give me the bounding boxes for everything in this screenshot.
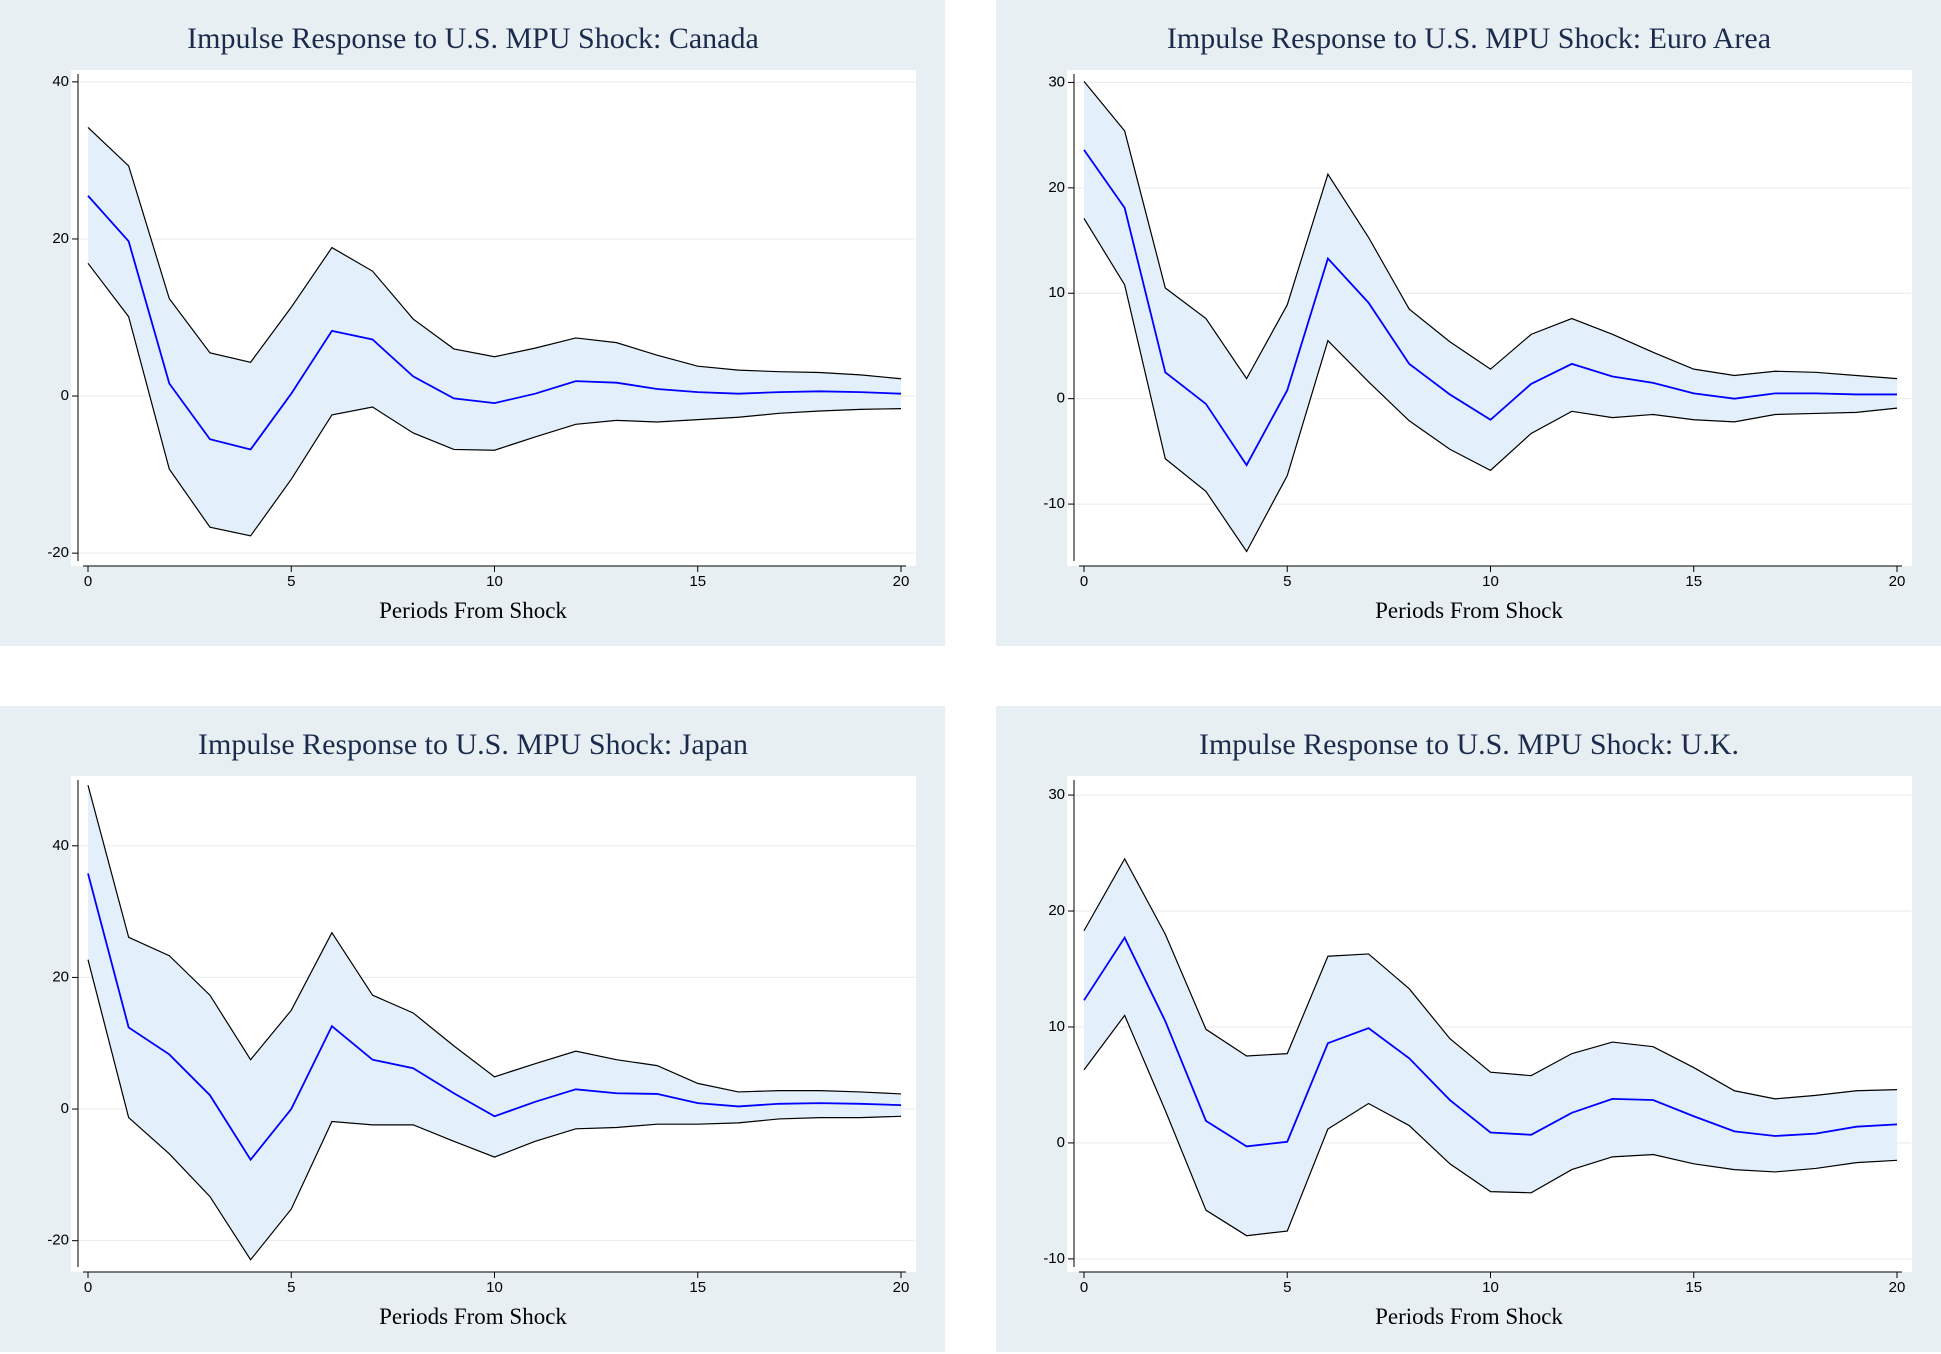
x-tick-label: 0 [84, 1279, 92, 1296]
chart-title: Impulse Response to U.S. MPU Shock: U.K. [1199, 728, 1739, 761]
y-tick-label: 30 [1048, 786, 1065, 803]
upper-bound [87, 785, 902, 1095]
x-tick-label: 0 [84, 573, 92, 590]
lower-bound [1083, 218, 1898, 553]
lower-bound [1083, 1014, 1898, 1237]
confidence-band [88, 127, 901, 536]
x-tick-label: 5 [1283, 573, 1291, 590]
y-tick-label: -10 [1043, 495, 1065, 512]
x-axis-label: Periods From Shock [1375, 1304, 1563, 1329]
y-tick-label: -20 [47, 544, 69, 561]
chart-title: Impulse Response to U.S. MPU Shock: Cana… [187, 22, 759, 55]
y-tick-label: 0 [1057, 1134, 1065, 1151]
y-tick-label: 40 [52, 73, 69, 90]
x-tick-label: 5 [1283, 1279, 1291, 1296]
x-axis-label: Periods From Shock [379, 1304, 567, 1329]
panel: Impulse Response to U.S. MPU Shock: Cana… [0, 0, 945, 646]
x-tick-label: 0 [1080, 573, 1088, 590]
x-tick-label: 5 [287, 1279, 295, 1296]
y-tick-label: 40 [52, 837, 69, 854]
y-tick-label: 20 [52, 968, 69, 985]
response-line [87, 873, 902, 1162]
x-tick-label: 10 [486, 573, 503, 590]
x-tick-label: 20 [893, 573, 910, 590]
panel: Impulse Response to U.S. MPU Shock: U.K.… [996, 706, 1941, 1352]
x-tick-label: 10 [486, 1279, 503, 1296]
y-tick-label: -10 [1043, 1250, 1065, 1267]
y-tick-label: 30 [1048, 73, 1065, 90]
panel: Impulse Response to U.S. MPU Shock: Euro… [996, 0, 1941, 646]
response-line [1083, 149, 1897, 467]
lower-bound [87, 262, 902, 537]
y-tick-label: 10 [1048, 1018, 1065, 1035]
x-tick-label: 15 [689, 573, 706, 590]
y-tick-label: 20 [1048, 179, 1065, 196]
x-tick-label: 15 [1685, 1279, 1702, 1296]
confidence-band [1084, 81, 1897, 552]
x-tick-label: 10 [1482, 1279, 1499, 1296]
upper-bound [1083, 80, 1898, 380]
x-axis-label: Periods From Shock [1375, 598, 1563, 623]
y-tick-label: -20 [47, 1232, 69, 1249]
y-tick-label: 0 [61, 387, 69, 404]
x-tick-label: 10 [1482, 573, 1499, 590]
response-line [87, 195, 902, 451]
y-tick-label: 0 [1057, 390, 1065, 407]
x-axis-label: Periods From Shock [379, 598, 567, 623]
x-tick-label: 0 [1080, 1279, 1088, 1296]
y-tick-label: 10 [1048, 284, 1065, 301]
y-tick-label: 20 [52, 230, 69, 247]
chart-title: Impulse Response to U.S. MPU Shock: Euro… [1167, 22, 1771, 55]
x-tick-label: 5 [287, 573, 295, 590]
confidence-band [88, 785, 901, 1260]
y-tick-label: 20 [1048, 902, 1065, 919]
x-tick-label: 20 [1889, 573, 1906, 590]
upper-bound [1083, 857, 1898, 1100]
x-tick-label: 20 [893, 1279, 910, 1296]
x-tick-label: 20 [1889, 1279, 1906, 1296]
x-tick-label: 15 [689, 1279, 706, 1296]
x-tick-label: 15 [1685, 573, 1702, 590]
chart-title: Impulse Response to U.S. MPU Shock: Japa… [198, 728, 748, 761]
y-tick-label: 0 [61, 1100, 69, 1117]
panel: Impulse Response to U.S. MPU Shock: Japa… [0, 706, 945, 1352]
lower-bound [87, 959, 902, 1261]
upper-bound [87, 126, 902, 380]
response-line [1083, 935, 1898, 1148]
